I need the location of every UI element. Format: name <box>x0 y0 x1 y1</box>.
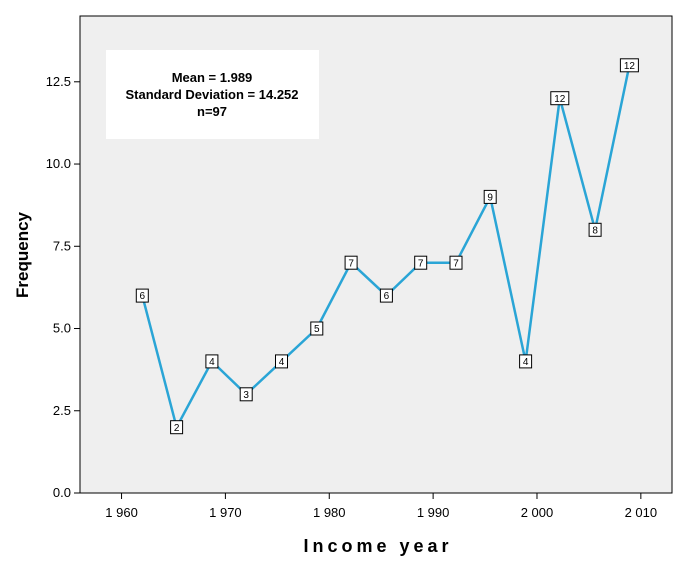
data-point-label: 7 <box>449 255 463 270</box>
data-point-label-box <box>414 255 428 270</box>
data-point-label: 7 <box>414 255 428 270</box>
data-point-label-box <box>550 91 570 106</box>
x-tick-label: 1 980 <box>313 505 346 520</box>
data-point-value: 4 <box>279 357 285 368</box>
statistics-box-background <box>106 50 319 139</box>
data-point-value: 4 <box>209 357 215 368</box>
data-point-label-box <box>170 420 184 435</box>
data-point-label: 12 <box>619 58 639 73</box>
y-tick-label: 10.0 <box>46 156 71 171</box>
data-point-value: 3 <box>243 390 249 401</box>
data-point-label: 9 <box>483 189 497 204</box>
x-axis-title: Income year <box>303 536 452 556</box>
series-layer: 6 2 4 3 4 5 7 6 7 7 9 4 12 8 12 <box>135 58 639 435</box>
y-tick-label: 2.5 <box>53 403 71 418</box>
data-point-label: 3 <box>239 387 253 402</box>
data-point-value: 7 <box>418 258 424 269</box>
y-axis: 0.0 2.5 5.0 7.5 10.0 12.5 <box>46 74 80 500</box>
data-point-label-box <box>205 354 219 369</box>
stat-n: n=97 <box>197 104 227 119</box>
y-tick-label: 0.0 <box>53 485 71 500</box>
y-tick-label: 5.0 <box>53 321 71 336</box>
data-point-value: 12 <box>554 94 566 105</box>
data-point-label-box <box>239 387 253 402</box>
data-point-label-box <box>483 189 497 204</box>
data-point-value: 7 <box>348 258 354 269</box>
data-point-label-box <box>519 354 533 369</box>
data-point-label: 4 <box>205 354 219 369</box>
stat-mean: Mean = 1.989 <box>172 70 253 85</box>
data-point-value: 9 <box>487 193 493 204</box>
data-point-label: 4 <box>519 354 533 369</box>
data-point-label: 6 <box>135 288 149 303</box>
data-point-value: 4 <box>523 357 529 368</box>
data-point-label-box <box>275 354 288 369</box>
data-point-value: 6 <box>384 291 390 302</box>
data-point-label: 5 <box>310 321 324 336</box>
x-axis: 1 960 1 970 1 980 1 990 2 000 2 010 <box>105 493 657 520</box>
stat-standard-deviation: Standard Deviation = 14.252 <box>125 87 298 102</box>
data-point-label: 7 <box>344 255 358 270</box>
x-tick-label: 2 000 <box>521 505 554 520</box>
data-point-label: 2 <box>170 420 184 435</box>
data-point-value: 2 <box>174 423 180 434</box>
data-point-value: 5 <box>314 324 320 335</box>
data-point-label-box <box>588 222 602 237</box>
data-point-value: 7 <box>453 258 459 269</box>
statistics-box: Mean = 1.989 Standard Deviation = 14.252… <box>106 50 319 139</box>
data-point-label: 12 <box>550 91 570 106</box>
data-point-label: 8 <box>588 222 602 237</box>
data-point-label: 6 <box>379 288 393 303</box>
data-point-value: 12 <box>624 61 636 72</box>
y-tick-label: 7.5 <box>53 238 71 253</box>
x-tick-label: 1 990 <box>417 505 450 520</box>
data-point-label-box <box>344 255 358 270</box>
data-point-label-box <box>379 288 393 303</box>
data-point-label-box <box>310 321 324 336</box>
data-point-label-box <box>619 58 639 73</box>
data-point-label-box <box>449 255 463 270</box>
data-point-label-box <box>135 288 149 303</box>
y-tick-label: 12.5 <box>46 74 71 89</box>
x-tick-label: 1 970 <box>209 505 242 520</box>
data-point-value: 6 <box>140 291 146 302</box>
x-tick-label: 1 960 <box>105 505 138 520</box>
data-point-label: 4 <box>275 354 288 369</box>
data-point-value: 8 <box>592 225 598 236</box>
x-tick-label: 2 010 <box>625 505 658 520</box>
y-axis-title: Frequency <box>13 211 32 298</box>
